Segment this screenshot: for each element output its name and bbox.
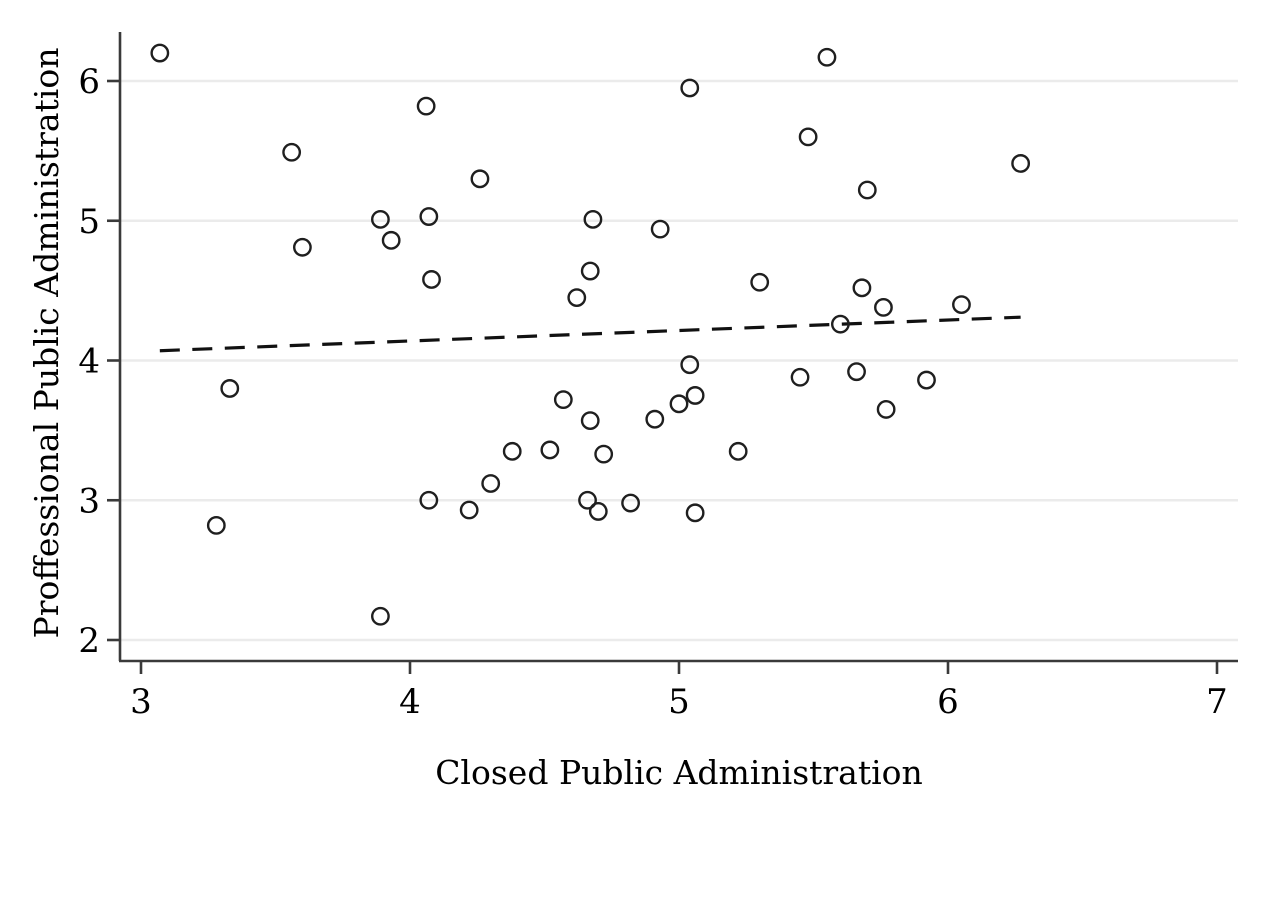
data-points-layer <box>150 43 1031 626</box>
data-point <box>580 411 600 430</box>
data-point <box>583 209 603 229</box>
data-point <box>416 96 436 116</box>
data-point <box>422 270 441 289</box>
y-axis-title: Proffessional Public Administration <box>27 48 66 639</box>
data-point <box>220 379 240 398</box>
data-point <box>798 127 818 147</box>
data-point <box>150 43 170 63</box>
data-point <box>580 261 600 281</box>
data-point <box>857 180 877 200</box>
data-point <box>1011 154 1031 173</box>
data-point <box>847 362 866 382</box>
data-point <box>594 444 614 464</box>
data-point <box>578 490 597 510</box>
data-point <box>553 390 573 410</box>
data-point <box>206 516 226 535</box>
x-tick-label-4: 4 <box>399 682 421 722</box>
data-point <box>831 314 850 334</box>
data-point <box>588 502 608 521</box>
data-point <box>750 272 770 292</box>
data-point <box>685 503 705 523</box>
data-point <box>917 370 936 390</box>
data-point <box>952 295 971 314</box>
y-tick-label-3: 3 <box>78 481 100 521</box>
gridlines-layer <box>121 79 1238 642</box>
data-point <box>371 606 390 626</box>
data-point <box>540 440 560 460</box>
trend-line <box>159 315 1021 353</box>
data-point <box>470 169 490 189</box>
data-point <box>502 441 522 461</box>
data-point <box>645 409 665 429</box>
x-tick-label-6: 6 <box>937 682 959 722</box>
data-point <box>650 219 670 239</box>
data-point <box>621 493 640 513</box>
data-point <box>459 500 479 520</box>
data-point <box>685 386 705 405</box>
data-point <box>481 474 501 493</box>
x-tick-label-5: 5 <box>668 682 690 722</box>
y-tick-label-2: 2 <box>78 621 100 661</box>
x-tick-label-7: 7 <box>1206 682 1228 722</box>
data-point <box>852 278 872 298</box>
data-point <box>371 209 390 229</box>
data-point <box>680 78 700 98</box>
x-axis-title: Closed Public Administration <box>435 753 923 792</box>
ticks-layer <box>107 79 1219 674</box>
data-point <box>790 367 810 387</box>
data-point <box>876 400 896 419</box>
axes-layer <box>118 32 1238 663</box>
data-point <box>292 237 312 257</box>
data-point <box>817 47 837 67</box>
y-tick-label-6: 6 <box>78 62 100 102</box>
data-point <box>567 288 587 308</box>
y-tick-label-4: 4 <box>78 342 100 382</box>
y-tick-label-5: 5 <box>78 202 100 242</box>
data-point <box>680 355 700 375</box>
data-point <box>669 394 689 414</box>
data-point <box>381 230 401 250</box>
trend-line-layer <box>159 315 1021 353</box>
data-point <box>419 207 439 226</box>
data-point <box>728 441 748 461</box>
x-tick-label-3: 3 <box>130 682 152 722</box>
data-point <box>874 297 893 317</box>
data-point <box>419 490 439 510</box>
data-point <box>282 142 302 162</box>
